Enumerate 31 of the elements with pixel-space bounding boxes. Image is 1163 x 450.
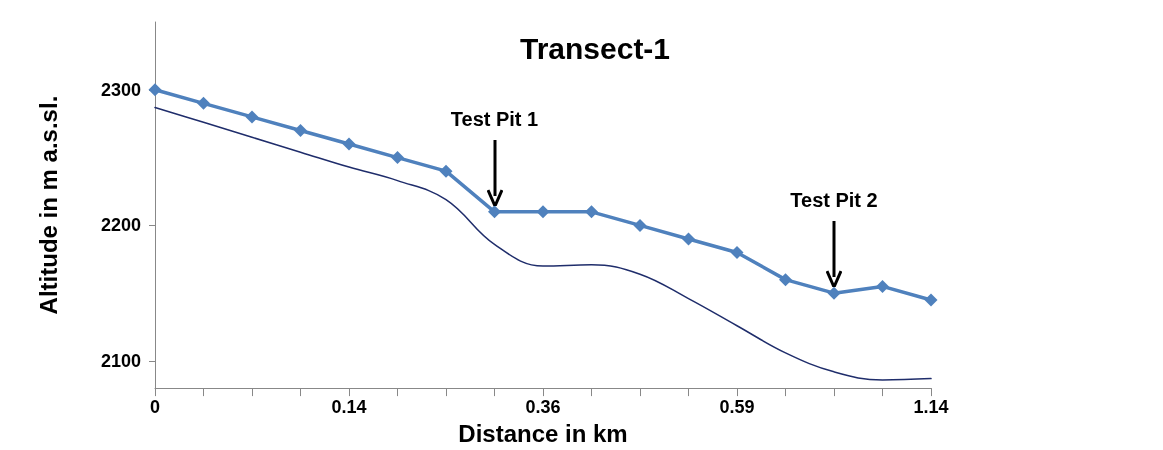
point — [488, 205, 501, 219]
point — [245, 110, 259, 124]
point — [730, 246, 744, 260]
x-tick-label: 1.14 — [913, 397, 949, 418]
point — [439, 164, 453, 178]
point — [876, 279, 889, 293]
point — [148, 83, 162, 97]
y-axis-title: Altitude in m a.s.sl. — [34, 95, 62, 315]
x-tick-label: 0.59 — [719, 397, 755, 418]
x-tick-label: 0.14 — [331, 397, 367, 418]
point — [536, 205, 550, 219]
annotation: Test Pit 1 — [450, 107, 539, 131]
point — [585, 205, 598, 219]
chart-title: Transect-1 — [519, 31, 671, 65]
point — [342, 137, 356, 151]
x-tick-label: 0.36 — [525, 397, 561, 418]
point — [779, 273, 792, 287]
x-tick-label: 0 — [149, 397, 161, 418]
y-tick-label: 2100 — [100, 350, 141, 371]
annotation: Test Pit 2 — [790, 189, 878, 213]
x-axis-title: Distance in km — [458, 419, 628, 447]
point — [294, 123, 307, 137]
point — [682, 232, 695, 246]
point — [391, 151, 404, 165]
y-tick-label: 2200 — [100, 215, 141, 236]
point — [827, 286, 841, 300]
point — [197, 96, 210, 110]
point — [633, 218, 647, 232]
line-series — [154, 106, 932, 381]
point — [924, 293, 938, 307]
y-tick-label: 2300 — [100, 79, 141, 100]
